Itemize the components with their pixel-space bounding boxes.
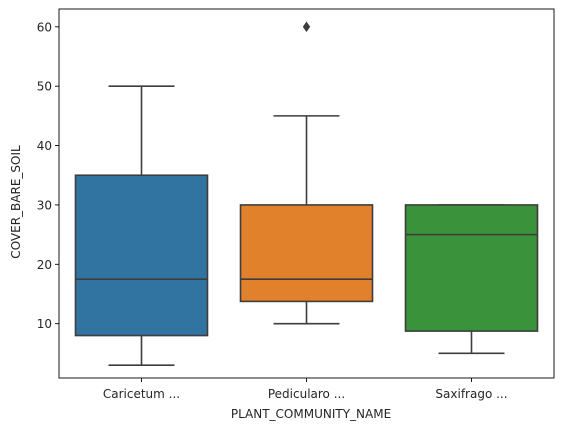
box-iqr bbox=[239, 204, 374, 303]
box-iqr bbox=[404, 204, 539, 332]
box-group-2 bbox=[239, 21, 374, 325]
y-tick-label: 30 bbox=[37, 198, 52, 212]
y-tick-label: 60 bbox=[37, 20, 52, 34]
y-tick-label: 10 bbox=[37, 317, 52, 331]
y-tick-label: 50 bbox=[37, 80, 52, 94]
y-axis-label: COVER_BARE_SOIL bbox=[9, 145, 23, 259]
axes-layer: Caricetum ... Pedicularo ... Saxifrago ...… bbox=[37, 8, 555, 401]
x-tick-label: Caricetum ... bbox=[103, 387, 180, 401]
x-tick-label: Saxifrago ... bbox=[435, 387, 507, 401]
plot-layer bbox=[74, 21, 539, 367]
y-tick-label: 40 bbox=[37, 139, 52, 153]
x-tick-label: Pedicularo ... bbox=[268, 387, 345, 401]
box-iqr bbox=[74, 174, 209, 337]
y-tick-label: 20 bbox=[37, 258, 52, 272]
x-axis-label: PLANT_COMMUNITY_NAME bbox=[231, 407, 391, 421]
box-group-1 bbox=[74, 85, 209, 367]
outlier-point bbox=[302, 21, 311, 33]
plot-frame bbox=[58, 8, 555, 379]
box-group-3 bbox=[404, 204, 539, 355]
